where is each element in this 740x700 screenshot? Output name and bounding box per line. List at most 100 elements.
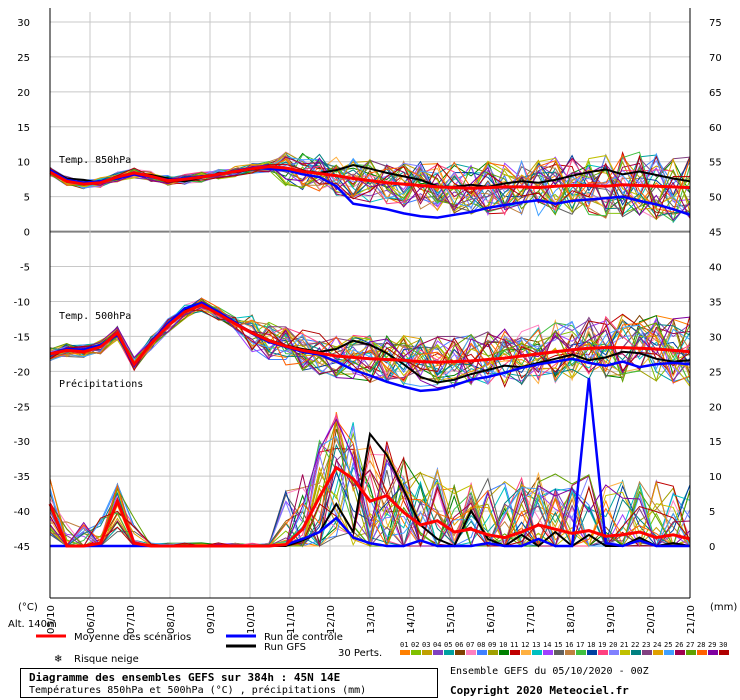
pert-t500-line	[49, 299, 691, 386]
legend-pert-number: 10	[499, 641, 507, 649]
legend-pert-number: 01	[400, 641, 408, 649]
left-tick-label: 10	[17, 158, 30, 169]
legend-pert-number: 20	[609, 641, 617, 649]
legend-pert-number: 07	[466, 641, 474, 649]
legend-pert-number: 22	[631, 641, 639, 649]
t850-panel-label: Temp. 850hPa	[59, 155, 131, 166]
legend-gfs-label: Run GFS	[264, 642, 306, 653]
legend-pert-swatch	[499, 650, 509, 655]
x-tick-label: 21/10	[686, 605, 697, 634]
legend-pert-number: 19	[598, 641, 606, 649]
legend-pert-number: 25	[664, 641, 672, 649]
legend-pert-swatch	[686, 650, 696, 655]
right-tick-label: 5	[709, 507, 715, 518]
x-tick-label: 12/10	[326, 605, 337, 634]
legend-pert-number: 08	[477, 641, 485, 649]
right-tick-label: 0	[709, 542, 715, 553]
legend-pert-swatch	[455, 650, 465, 655]
legend-pert-swatch	[400, 650, 410, 655]
legend-pert-swatch	[675, 650, 685, 655]
mean-t500-line	[49, 303, 691, 368]
legend-pert-number: 21	[620, 641, 628, 649]
main-series-lines	[48, 164, 691, 548]
pert-t850-line	[49, 159, 691, 216]
left-tick-label: 20	[17, 88, 30, 99]
chart-legend: Moyenne des scénarios Run de contrôleRun …	[36, 631, 729, 665]
x-tick-label: 08/10	[166, 605, 177, 634]
x-tick-label: 20/10	[646, 605, 657, 634]
right-tick-label: 30	[709, 332, 722, 343]
left-tick-label: -40	[14, 507, 30, 518]
legend-pert-swatch	[653, 650, 663, 655]
left-tick-label: -15	[14, 332, 30, 343]
right-axis-unit: (mm)	[710, 602, 737, 613]
left-tick-label: -25	[14, 402, 30, 413]
legend-pert-swatch	[631, 650, 641, 655]
legend-pert-swatch	[466, 650, 476, 655]
left-tick-label: 30	[17, 18, 30, 29]
legend-pert-swatch	[719, 650, 729, 655]
legend-pert-number: 11	[510, 641, 518, 649]
legend-pert-swatch	[708, 650, 718, 655]
left-tick-label: 5	[24, 193, 30, 204]
legend-pert-swatch	[532, 650, 542, 655]
right-tick-label: 70	[709, 53, 722, 64]
t500-panel-label: Temp. 500hPa	[59, 311, 131, 322]
legend-pert-swatch	[620, 650, 630, 655]
legend-pert-swatch	[565, 650, 575, 655]
legend-pert-swatch	[433, 650, 443, 655]
legend-pert-number: 27	[686, 641, 694, 649]
x-tick-label: 19/10	[606, 605, 617, 634]
left-tick-label: 25	[17, 53, 30, 64]
x-tick-label: 06/10	[86, 605, 97, 634]
legend-pert-swatch	[642, 650, 652, 655]
legend-pert-swatch	[411, 650, 421, 655]
x-tick-label: 10/10	[246, 605, 257, 634]
left-tick-label: -10	[14, 297, 30, 308]
legend-pert-swatch	[510, 650, 520, 655]
legend-pert-number: 04	[433, 641, 441, 649]
x-tick-label: 13/10	[366, 605, 377, 634]
legend-pert-number: 09	[488, 641, 496, 649]
legend-pert-number: 18	[587, 641, 595, 649]
legend-pert-number: 05	[444, 641, 452, 649]
legend-pert-number: 13	[532, 641, 540, 649]
snowflake-icon: ❄	[54, 654, 62, 665]
legend-pert-number: 02	[411, 641, 419, 649]
x-tick-label: 09/10	[206, 605, 217, 634]
legend-pert-number: 03	[422, 641, 430, 649]
x-tick-label: 11/10	[286, 605, 297, 634]
chart-title: Diagramme des ensembles GEFS sur 384h : …	[29, 671, 341, 684]
legend-pert-swatch	[422, 650, 432, 655]
left-tick-label: -45	[14, 542, 30, 553]
right-tick-label: 65	[709, 88, 722, 99]
right-tick-label: 20	[709, 402, 722, 413]
legend-pert-swatch	[521, 650, 531, 655]
legend-pert-number: 28	[697, 641, 705, 649]
left-tick-label: -5	[20, 263, 30, 274]
left-tick-label: 15	[17, 123, 30, 134]
x-tick-label: 14/10	[406, 605, 417, 634]
legend-pert-number: 06	[455, 641, 463, 649]
legend-control-label: Run de contrôle	[264, 631, 343, 643]
left-tick-label: -30	[14, 437, 30, 448]
legend-pert-number: 24	[653, 641, 661, 649]
legend-pert-swatch	[598, 650, 608, 655]
legend-pert-swatch	[543, 650, 553, 655]
legend-pert-swatch	[444, 650, 454, 655]
chart-subtitle: Températures 850hPa et 500hPa (°C) , pré…	[29, 685, 367, 696]
gfs-t850-line	[49, 164, 691, 188]
x-tick-label: 18/10	[566, 605, 577, 634]
chart-axes: 302520151050-5-10-15-20-25-30-35-40-4575…	[8, 8, 737, 634]
mean-precip-line	[48, 465, 691, 548]
right-tick-label: 75	[709, 18, 722, 29]
legend-pert-number: 23	[642, 641, 650, 649]
right-tick-label: 60	[709, 123, 722, 134]
x-tick-label: 07/10	[126, 605, 137, 634]
legend-pert-number: 17	[576, 641, 584, 649]
right-tick-label: 25	[709, 367, 722, 378]
legend-pert-swatch	[576, 650, 586, 655]
right-tick-label: 35	[709, 297, 722, 308]
legend-pert-number: 12	[521, 641, 529, 649]
